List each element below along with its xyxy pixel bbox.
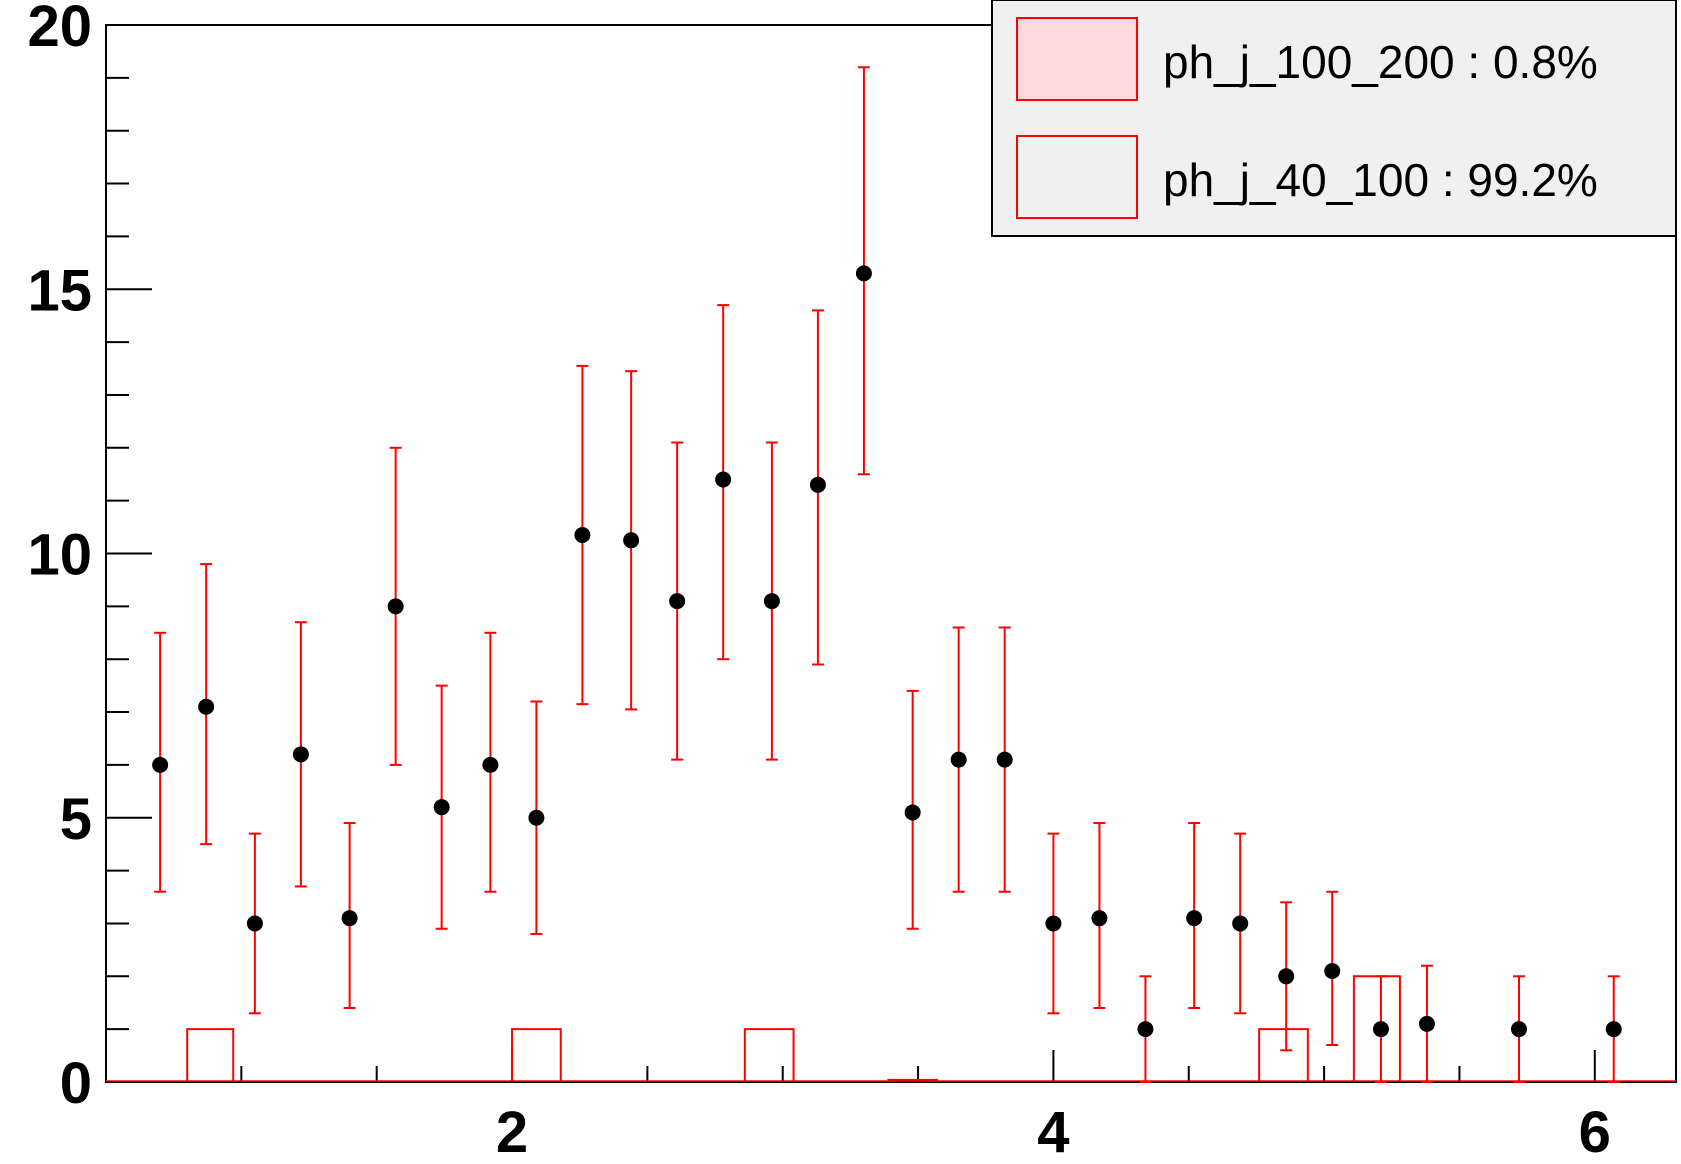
data-point bbox=[528, 809, 545, 826]
histogram bbox=[106, 975, 1676, 1082]
data-point bbox=[809, 476, 826, 493]
data-point bbox=[1605, 1021, 1622, 1038]
data-point bbox=[198, 698, 215, 715]
y-tick-label: 0 bbox=[60, 1051, 92, 1116]
y-tick-label: 20 bbox=[27, 0, 92, 59]
legend-label-2: ph_j_40_100 : 99.2% bbox=[1163, 154, 1598, 206]
histogram-bin bbox=[511, 1028, 562, 1082]
histogram-bin bbox=[1258, 1028, 1309, 1082]
data-point bbox=[904, 804, 921, 821]
data-point bbox=[1511, 1021, 1527, 1038]
x-axis-ticks bbox=[105, 1050, 1596, 1082]
data-point bbox=[669, 593, 686, 610]
data-point bbox=[1091, 910, 1108, 927]
data-point bbox=[246, 915, 263, 932]
data-point bbox=[1278, 968, 1295, 985]
y-axis-ticks bbox=[106, 24, 152, 1083]
histogram-bin bbox=[743, 1028, 795, 1082]
legend-label-1: ph_j_100_200 : 0.8% bbox=[1163, 36, 1598, 88]
data-point bbox=[482, 756, 499, 773]
x-tick-label: 2 bbox=[496, 1100, 528, 1164]
data-point bbox=[152, 756, 169, 773]
data-point bbox=[1324, 963, 1341, 980]
y-tick-label: 5 bbox=[60, 787, 92, 852]
legend-swatch-1 bbox=[1016, 17, 1138, 101]
data-point bbox=[950, 751, 967, 768]
data-point bbox=[574, 527, 591, 544]
legend: ph_j_100_200 : 0.8% ph_j_40_100 : 99.2% bbox=[991, 0, 1677, 237]
data-point bbox=[1186, 910, 1203, 927]
y-tick-label: 15 bbox=[27, 258, 92, 323]
data-point bbox=[715, 471, 732, 488]
data-point bbox=[623, 532, 640, 549]
data-point bbox=[763, 593, 780, 610]
data-point bbox=[1137, 1021, 1154, 1038]
y-axis-labels: 0 5 10 15 20 bbox=[27, 0, 92, 1116]
histogram-bin bbox=[186, 1028, 235, 1082]
data-point bbox=[292, 746, 309, 763]
data-point bbox=[387, 598, 404, 615]
data-points bbox=[152, 265, 1622, 1038]
x-tick-label: 4 bbox=[1037, 1100, 1069, 1164]
data-point bbox=[996, 751, 1013, 768]
x-axis-labels: 2 4 6 bbox=[496, 1100, 1611, 1164]
legend-swatch-2 bbox=[1016, 135, 1138, 219]
data-point bbox=[341, 910, 358, 927]
data-point bbox=[1418, 1015, 1435, 1032]
data-point bbox=[1232, 915, 1249, 932]
data-point bbox=[433, 799, 450, 816]
data-point bbox=[1045, 915, 1062, 932]
data-point bbox=[855, 265, 872, 282]
data-point bbox=[1372, 1021, 1389, 1038]
y-tick-label: 10 bbox=[27, 523, 92, 588]
x-tick-label: 6 bbox=[1579, 1100, 1611, 1164]
